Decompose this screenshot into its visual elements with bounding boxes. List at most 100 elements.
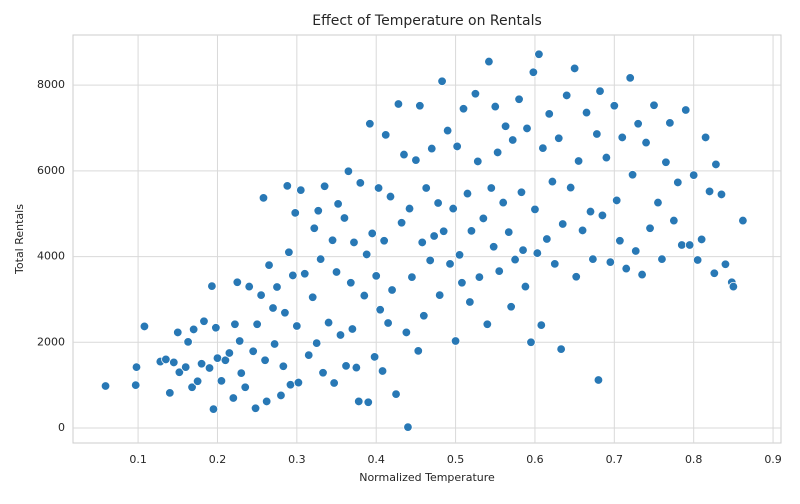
x-tick-label: 0.2 (209, 453, 227, 466)
y-tick-label: 4000 (37, 250, 65, 263)
x-tick-label: 0.3 (288, 453, 306, 466)
point (571, 272, 581, 282)
point (649, 100, 659, 110)
point (293, 377, 304, 388)
y-axis-label: Total Rentals (13, 204, 26, 275)
point (597, 210, 608, 221)
point (252, 319, 262, 329)
point (573, 156, 584, 166)
point (530, 204, 540, 215)
point (490, 101, 500, 112)
point (465, 297, 475, 307)
point (234, 336, 245, 346)
point (304, 350, 314, 360)
point (261, 396, 272, 407)
point (351, 362, 362, 373)
chart-title: Effect of Temperature on Rentals (312, 13, 542, 29)
point (720, 259, 731, 269)
point (641, 137, 651, 148)
point (367, 228, 377, 239)
point (385, 191, 396, 202)
point (609, 101, 620, 111)
point (492, 147, 503, 158)
point (514, 94, 524, 104)
point (161, 354, 171, 365)
point (212, 353, 223, 363)
point (605, 257, 616, 267)
point (230, 319, 240, 329)
x-axis-label: Normalized Temperature (359, 471, 495, 484)
point (657, 254, 667, 264)
point (399, 149, 409, 160)
point (500, 121, 511, 131)
point (547, 176, 558, 187)
point (516, 187, 527, 197)
point (315, 254, 326, 264)
point (615, 236, 625, 246)
point (323, 317, 334, 328)
point (520, 281, 531, 292)
point (208, 404, 219, 414)
point (381, 130, 391, 140)
point (474, 272, 485, 282)
point (593, 375, 604, 385)
point (581, 107, 592, 118)
point (700, 132, 711, 143)
point (173, 327, 183, 338)
point (494, 266, 504, 276)
point (661, 157, 671, 167)
point (565, 182, 576, 193)
point (343, 166, 354, 176)
point (711, 159, 721, 170)
point (220, 355, 231, 365)
point (379, 236, 389, 246)
point (244, 281, 254, 292)
point (450, 336, 461, 346)
x-tick-label: 0.6 (526, 453, 544, 466)
point (625, 73, 635, 83)
point (183, 337, 193, 347)
point (329, 378, 339, 388)
point (577, 225, 588, 236)
point (260, 355, 270, 365)
point (488, 242, 499, 252)
x-tick-label: 0.8 (685, 453, 703, 466)
point (611, 195, 622, 206)
point (169, 357, 179, 368)
point (355, 178, 366, 188)
point (561, 90, 572, 101)
point (211, 323, 221, 333)
point (165, 388, 175, 398)
point (300, 269, 310, 279)
point (224, 348, 235, 358)
point (645, 223, 655, 233)
point (486, 183, 496, 193)
point (207, 281, 217, 291)
point (425, 255, 435, 266)
point (248, 346, 258, 356)
point (383, 318, 393, 328)
point (199, 316, 209, 326)
point (339, 213, 350, 223)
point (204, 363, 215, 373)
point (482, 319, 493, 329)
point (518, 245, 528, 255)
point (276, 390, 286, 401)
point (188, 324, 199, 335)
y-tick-label: 8000 (37, 78, 65, 91)
point (365, 119, 375, 129)
point (100, 381, 111, 391)
point (462, 188, 473, 199)
point (510, 254, 520, 265)
x-tick-label: 0.5 (447, 453, 465, 466)
point (181, 362, 191, 372)
point (354, 396, 364, 407)
point (445, 259, 455, 269)
point (319, 181, 330, 191)
point (347, 324, 358, 334)
point (292, 321, 302, 331)
point (508, 135, 518, 145)
point (466, 226, 477, 236)
point (396, 218, 407, 228)
